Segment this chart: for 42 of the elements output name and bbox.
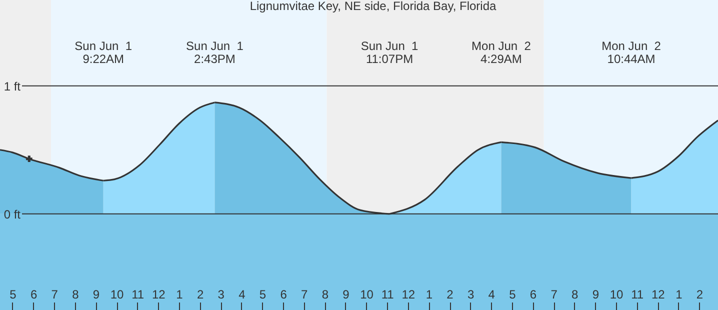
x-tick-label: 9: [92, 288, 100, 302]
annotation: Sun Jun 1 9:22AM: [74, 39, 132, 66]
x-tick-label: 5: [509, 288, 516, 302]
annotation: Sun Jun 1 11:07PM: [360, 39, 419, 66]
x-tick-label: 10: [110, 288, 124, 302]
y-tick-label: 0 ft: [4, 207, 22, 222]
x-tick-label: 12: [651, 288, 666, 302]
x-tick-label: 5: [10, 288, 17, 302]
x-tick-label: 6: [530, 288, 537, 302]
x-tick-label: 7: [51, 288, 58, 302]
x-tick-label: 1: [676, 288, 683, 302]
annotation: Sun Jun 1 2:43PM: [186, 39, 244, 66]
x-tick-label: 11: [132, 288, 144, 302]
x-tick-label: 10: [360, 288, 374, 302]
x-tick-label: 7: [550, 288, 558, 302]
y-tick-label: 1 ft: [4, 79, 22, 94]
x-tick-label: 4: [488, 288, 496, 302]
x-tick-label: 11: [381, 288, 394, 302]
x-tick-label: 6: [280, 288, 288, 302]
x-tick-label: 11: [631, 288, 644, 302]
x-tick-label: 12: [152, 288, 166, 302]
x-tick-label: 5: [259, 288, 266, 302]
x-tick-label: 2: [196, 288, 204, 302]
x-tick-label: 2: [696, 288, 704, 302]
x-tick-label: 12: [402, 288, 416, 302]
x-tick-label: 8: [572, 288, 579, 302]
x-tick-label: 7: [301, 288, 308, 302]
x-tick-label: 3: [468, 288, 474, 302]
chart-title: Lignumvitae Key, NE side, Florida Bay, Florida: [250, 0, 496, 13]
x-tick-label: 8: [72, 288, 80, 302]
x-tick-label: 9: [342, 288, 350, 302]
x-tick-label: 6: [30, 288, 38, 302]
x-tick-label: 4: [238, 288, 246, 302]
x-tick-label: 2: [446, 288, 454, 302]
x-tick-label: 1: [176, 288, 184, 302]
x-tick-label: 8: [322, 288, 329, 302]
annotation: Mon Jun 2 4:29AM: [472, 39, 532, 66]
x-tick-label: 10: [610, 288, 624, 302]
x-tick-label: 1: [426, 288, 433, 302]
x-tick-label: 9: [592, 288, 600, 302]
annotation: Mon Jun 2 10:44AM: [602, 39, 662, 66]
x-tick-label: 3: [218, 288, 225, 302]
